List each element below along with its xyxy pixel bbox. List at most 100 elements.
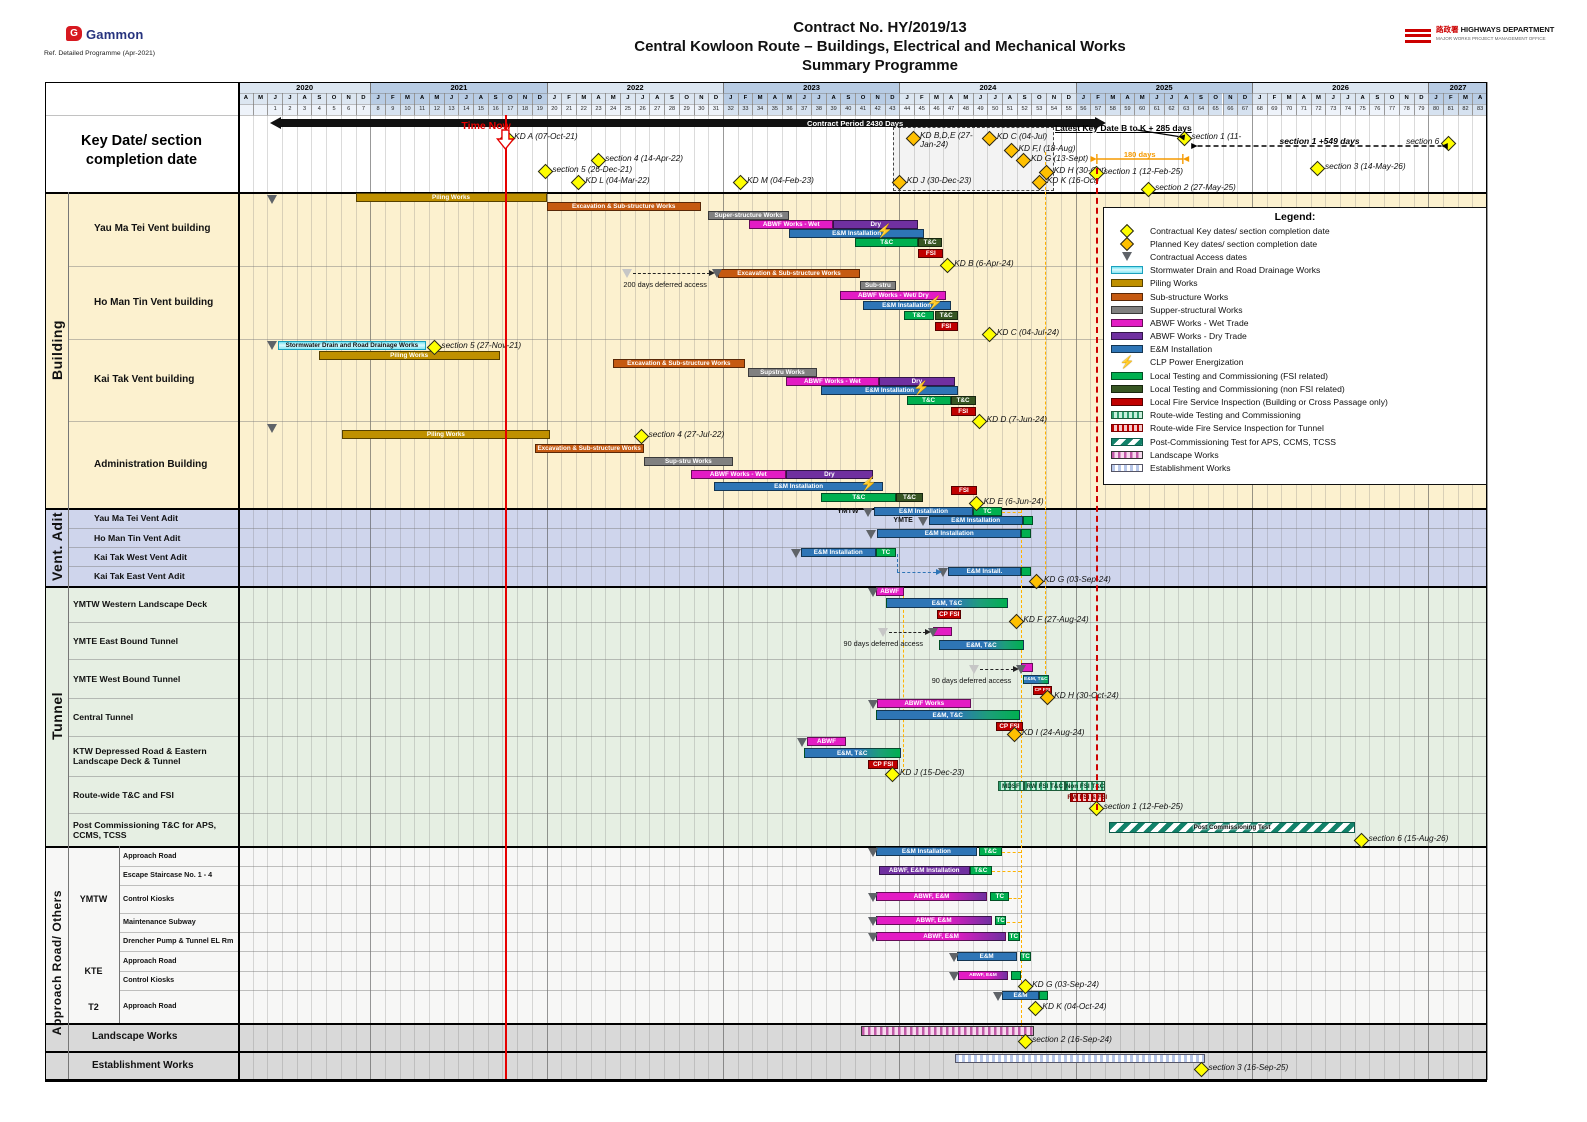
section-band [45, 1051, 1487, 1080]
month-header: A [1354, 93, 1370, 104]
legend-label: Stormwater Drain and Road Drainage Works [1150, 265, 1321, 276]
month-header: S [1193, 93, 1208, 104]
legend-item: Supper-structural Works [1104, 303, 1486, 316]
gantt-bar-tcf [1022, 516, 1033, 525]
gantt-bar-em: E&M Installation [821, 386, 958, 395]
month-number: 8 [370, 104, 385, 115]
month-header: D [1060, 93, 1076, 104]
row-line [119, 971, 1487, 972]
gridline [884, 82, 886, 1080]
highways-dept-logo: 路政署 HIGHWAYS DEPARTMENT MAJOR WORKS PROJ… [1405, 24, 1554, 45]
month-number: 83 [1472, 104, 1487, 115]
row-label: Control Kiosks [123, 975, 175, 985]
milestone-label: KD G (03-Sep-24) [1032, 979, 1099, 989]
month-header: J [1325, 93, 1341, 104]
month-header: F [913, 93, 929, 104]
gantt-bar-em: E&M Installation [928, 516, 1023, 525]
clp-power-icon: ⚡ [913, 380, 930, 395]
legend-label: Landscape Works [1150, 449, 1219, 460]
gantt-bar-tcf: TC [1019, 952, 1032, 961]
link-line [991, 871, 1022, 872]
row-label: Approach Road [123, 955, 177, 965]
row-line [68, 339, 1487, 340]
gridline [458, 82, 460, 1080]
group-label: KTE [84, 965, 103, 976]
gantt-bar-fsi: CP FSI [868, 760, 898, 769]
deferred-access-arrow [889, 631, 927, 633]
month-number: 31 [708, 104, 723, 115]
row-label: Approach Road [123, 850, 177, 860]
access-triangle-icon [992, 992, 1003, 1001]
month-header: A [473, 93, 488, 104]
legend-item: Route-wide Fire Service Inspection for T… [1104, 422, 1486, 435]
gridline [972, 82, 974, 1080]
legend-label: Route-wide Fire Service Inspection for T… [1150, 423, 1324, 434]
month-header: J [899, 93, 914, 104]
annotation-549-days: section 1 +549 days [1279, 136, 1360, 146]
row-label: Control Kiosks [123, 893, 175, 903]
gantt-bar-dry: Dry [833, 220, 919, 229]
gantt-bar-emtc: E&M, T&C [803, 748, 901, 758]
gridline [708, 82, 710, 1080]
gridline [561, 82, 563, 1080]
legend-label: Post-Commissioning Test for APS, CCMS, T… [1150, 436, 1336, 447]
month-header: A [649, 93, 665, 104]
gantt-bar-super: Supstru Works [747, 368, 817, 377]
row-label: YMTW Western Landscape Deck [73, 599, 208, 609]
gridline [634, 82, 636, 1080]
month-number: 48 [958, 104, 973, 115]
gridline [546, 82, 548, 1080]
deferred-access-label: 90 days deferred access [843, 639, 924, 648]
gridline [1104, 82, 1106, 1080]
gammon-logo: G Gammon Ref. Detailed Programme (Apr-20… [44, 26, 155, 57]
gantt-bar-sub: Excavation & Sub-structure Works [718, 269, 860, 278]
access-triangle-icon [266, 341, 277, 350]
milestone-label: section 2 (16-Sep-24) [1032, 1034, 1112, 1044]
row-line [68, 659, 1487, 660]
gantt-bar-wetdry: ABWF, E&M [958, 971, 1008, 980]
access-triangle-icon [938, 568, 949, 577]
highways-dept-cn: 路政署 [1436, 25, 1459, 34]
gammon-logo-text: Gammon [86, 27, 144, 42]
gantt-bar-tcf: T&C [821, 493, 897, 502]
header-line [238, 93, 1487, 94]
gridline [649, 82, 651, 1080]
gantt-bar-super: Sup-stru Works [643, 457, 734, 466]
month-header: J [546, 93, 562, 104]
gantt-bar-tcf [1010, 971, 1022, 980]
row-line [119, 990, 1487, 991]
month-number: 75 [1354, 104, 1370, 115]
milestone-label: KD F (27-Aug-24) [1023, 614, 1089, 624]
row-label: Administration Building [94, 458, 208, 470]
milestone-label: KD H (30-Oct) [1053, 165, 1107, 175]
section-line [45, 1023, 1487, 1025]
legend-marker-super [1104, 305, 1150, 314]
gridline [1310, 82, 1312, 1080]
milestone-label: KD E (6-Jun-24) [983, 496, 1044, 506]
month-header: M [1457, 93, 1473, 104]
access-triangle-icon [867, 893, 878, 902]
month-number: 26 [634, 104, 650, 115]
month-number: 38 [811, 104, 826, 115]
gridline [1398, 82, 1400, 1080]
row-label: YMTE West Bound Tunnel [73, 673, 181, 684]
gridline [252, 82, 254, 1080]
month-number: 64 [1193, 104, 1208, 115]
gantt-bar-tcf [1021, 567, 1032, 576]
gantt-bar-tcf: T&C [903, 311, 935, 320]
row-label: Escape Staircase No. 1 - 4 [123, 870, 213, 880]
gantt-bar-wetdry: ABWF, E&M [875, 932, 1007, 941]
gridline [311, 82, 313, 1080]
legend-item: Local Testing and Commissioning (FSI rel… [1104, 369, 1486, 382]
month-number: 50 [987, 104, 1003, 115]
legend-marker-sub [1104, 292, 1150, 301]
access-triangle-icon [867, 588, 878, 597]
gantt-bar-tcn: T&C [896, 493, 923, 502]
gridline [384, 82, 386, 1080]
access-triangle-icon [863, 508, 874, 517]
gridline [1295, 82, 1297, 1080]
gridline [722, 82, 724, 1080]
month-header: M [1134, 93, 1150, 104]
month-header: J [796, 93, 812, 104]
gridline [766, 82, 768, 1080]
